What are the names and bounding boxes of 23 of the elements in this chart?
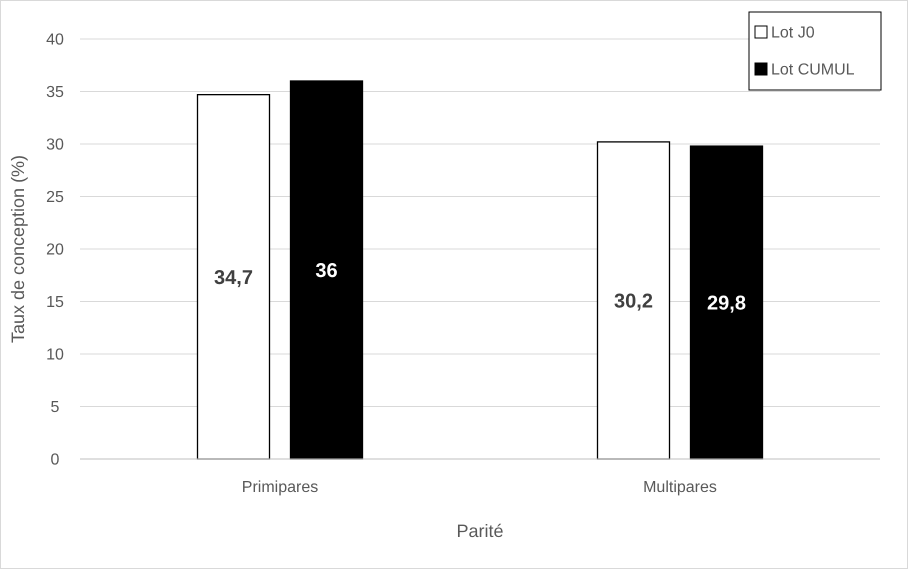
y-tick-label: 15 bbox=[46, 294, 64, 312]
bar bbox=[290, 80, 364, 460]
y-tick-label: 30 bbox=[46, 136, 64, 154]
legend-label: Lot J0 bbox=[771, 24, 815, 42]
data-label: 30,2 bbox=[614, 290, 653, 312]
y-tick-label: 25 bbox=[46, 189, 64, 206]
data-label: 29,8 bbox=[707, 292, 746, 315]
x-axis-title: Parité bbox=[456, 521, 504, 541]
bar bbox=[196, 94, 270, 460]
y-tick-label: 0 bbox=[50, 452, 60, 469]
y-tick-label: 5 bbox=[50, 399, 60, 416]
y-axis-title: Taux de conception (%) bbox=[8, 154, 28, 344]
data-label: 36 bbox=[315, 260, 338, 282]
data-label: 34,7 bbox=[214, 266, 253, 289]
y-tick-label: 10 bbox=[46, 346, 64, 364]
x-tick-label: Primipares bbox=[242, 479, 318, 496]
y-tick-label: 40 bbox=[46, 32, 64, 49]
bar bbox=[690, 145, 764, 460]
y-tick-label: 20 bbox=[46, 242, 64, 259]
x-tick-label: Multipares bbox=[643, 479, 717, 496]
bar bbox=[596, 141, 670, 460]
y-tick-label: 35 bbox=[46, 84, 64, 102]
legend-label: Lot CUMUL bbox=[771, 62, 855, 79]
